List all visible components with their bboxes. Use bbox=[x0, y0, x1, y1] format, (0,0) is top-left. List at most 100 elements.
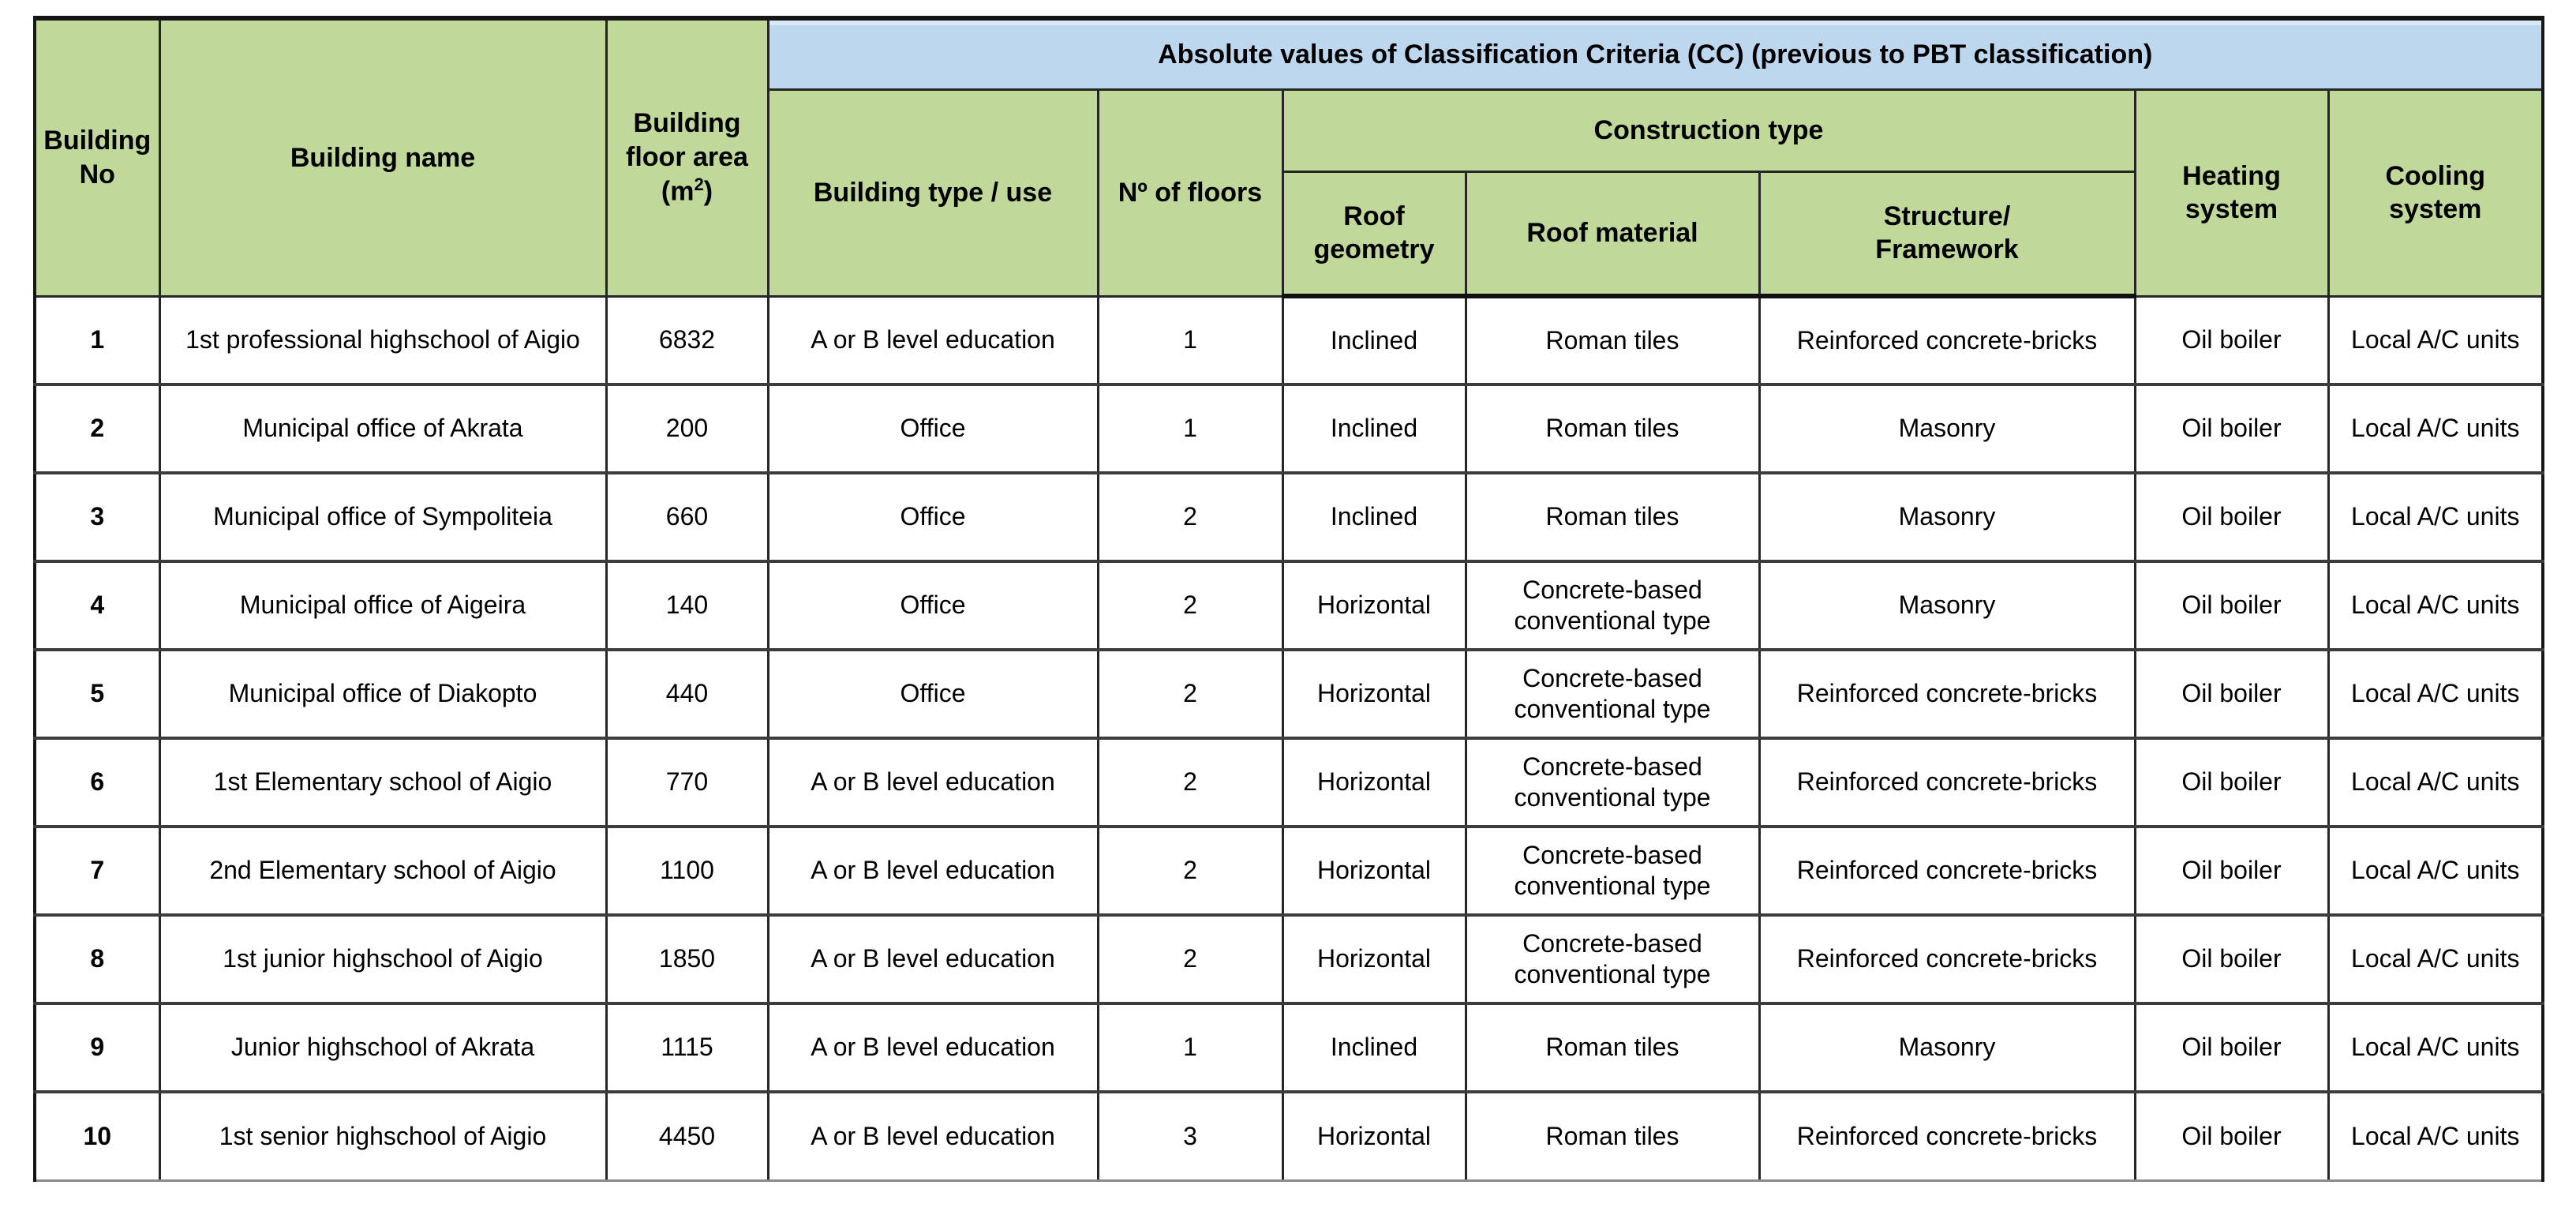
cell-floor-area: 1850 bbox=[605, 913, 769, 1005]
col-header-roof-geometry: Roof geometry bbox=[1281, 170, 1467, 298]
cell-floor-area: 140 bbox=[605, 560, 769, 651]
col-header-floor-area: Building floor area (m2) bbox=[605, 17, 769, 298]
cell-roof-geometry: Horizontal bbox=[1281, 913, 1467, 1005]
cell-num-floors: 1 bbox=[1096, 383, 1284, 474]
cell-building-name: 1st senior highschool of Aigio bbox=[158, 1090, 608, 1182]
cell-building-no: 1 bbox=[33, 294, 161, 386]
cell-roof-material: Roman tiles bbox=[1464, 1002, 1761, 1093]
cell-roof-geometry: Horizontal bbox=[1281, 560, 1467, 651]
table-row: 5 Municipal office of Diakopto 440 Office 2 H… bbox=[33, 648, 2544, 740]
col-header-floor-area-unit: (m2) bbox=[661, 174, 713, 207]
cell-heating-system: Oil boiler bbox=[2133, 560, 2330, 651]
header-row-subcolumns: Roof geometry Roof material Structure/ F… bbox=[35, 170, 2543, 298]
cell-floor-area: 440 bbox=[605, 648, 769, 740]
col-header-building-type: Building type / use bbox=[766, 88, 1099, 298]
col-header-roof-material: Roof material bbox=[1464, 170, 1761, 298]
cell-floor-area: 1100 bbox=[605, 825, 769, 917]
cell-structure-framework: Masonry bbox=[1758, 1002, 2136, 1093]
cell-roof-material: Roman tiles bbox=[1464, 1090, 1761, 1182]
col-header-building-name: Building name bbox=[158, 17, 608, 298]
cell-building-no: 5 bbox=[33, 648, 161, 740]
cell-num-floors: 2 bbox=[1096, 560, 1284, 651]
cell-floor-area: 660 bbox=[605, 471, 769, 563]
col-header-floor-area-label: Building floor area bbox=[626, 108, 748, 172]
col-header-building-type-label: Building type / use bbox=[813, 177, 1053, 208]
cell-building-no: 8 bbox=[33, 913, 161, 1005]
table-header: Building No Building name Building floor… bbox=[33, 17, 2544, 298]
cell-roof-geometry: Inclined bbox=[1281, 383, 1467, 474]
cell-building-name: 1st professional highschool of Aigio bbox=[158, 294, 608, 386]
table-row: 7 2nd Elementary school of Aigio 1100 A or … bbox=[33, 825, 2544, 917]
cell-heating-system: Oil boiler bbox=[2133, 294, 2330, 386]
cell-floor-area: 1115 bbox=[605, 1002, 769, 1093]
table-row: 1 1st professional highschool of Aigio 683… bbox=[33, 294, 2544, 386]
cell-num-floors: 2 bbox=[1096, 737, 1284, 828]
col-header-heating-system-label: Heating system bbox=[2182, 160, 2281, 225]
cell-roof-geometry: Horizontal bbox=[1281, 737, 1467, 828]
cell-building-type: Office bbox=[766, 383, 1099, 474]
cell-building-type: A or B level education bbox=[766, 1090, 1099, 1182]
col-header-structure-framework-label: Structure/ Framework bbox=[1875, 201, 2019, 265]
cell-roof-geometry: Inclined bbox=[1281, 1002, 1467, 1093]
cell-structure-framework: Reinforced concrete-bricks bbox=[1758, 648, 2136, 740]
cell-heating-system: Oil boiler bbox=[2133, 648, 2330, 740]
cell-roof-material: Concrete-based conventional type bbox=[1464, 648, 1761, 740]
cell-heating-system: Oil boiler bbox=[2133, 471, 2330, 563]
cell-heating-system: Oil boiler bbox=[2133, 1002, 2330, 1093]
cell-building-type: Office bbox=[766, 471, 1099, 563]
cell-roof-material: Concrete-based conventional type bbox=[1464, 560, 1761, 651]
cell-roof-geometry: Inclined bbox=[1281, 294, 1467, 386]
cell-building-name: Junior highschool of Akrata bbox=[158, 1002, 608, 1093]
buildings-classification-table: Building No Building name Building floor… bbox=[33, 16, 2544, 1182]
cell-building-type: A or B level education bbox=[766, 1002, 1099, 1093]
col-header-heating-system: Heating system bbox=[2133, 88, 2330, 298]
cell-floor-area: 770 bbox=[605, 737, 769, 828]
cell-building-type: Office bbox=[766, 560, 1099, 651]
cell-roof-material: Roman tiles bbox=[1464, 383, 1761, 474]
cell-num-floors: 1 bbox=[1096, 294, 1284, 386]
col-header-building-no-label: Building No bbox=[43, 126, 152, 189]
cell-floor-area: 200 bbox=[605, 383, 769, 474]
cell-cooling-system: Local A/C units bbox=[2327, 294, 2544, 386]
table-row: 3 Municipal office of Sympoliteia 660 Offic… bbox=[33, 471, 2544, 563]
cell-num-floors: 2 bbox=[1096, 648, 1284, 740]
cell-structure-framework: Reinforced concrete-bricks bbox=[1758, 737, 2136, 828]
cell-building-no: 2 bbox=[33, 383, 161, 474]
col-header-num-floors: Nº of floors bbox=[1096, 88, 1284, 298]
cell-cooling-system: Local A/C units bbox=[2327, 737, 2544, 828]
col-header-building-name-label: Building name bbox=[290, 142, 476, 173]
group-header-construction-type: Construction type bbox=[1281, 88, 2136, 173]
cell-num-floors: 2 bbox=[1096, 825, 1284, 917]
cell-structure-framework: Reinforced concrete-bricks bbox=[1758, 294, 2136, 386]
cell-building-name: Municipal office of Aigeira bbox=[158, 560, 608, 651]
cell-structure-framework: Reinforced concrete-bricks bbox=[1758, 913, 2136, 1005]
col-header-cooling-system: Cooling system bbox=[2327, 88, 2544, 298]
cell-building-no: 9 bbox=[33, 1002, 161, 1093]
cell-building-type: A or B level education bbox=[766, 737, 1099, 828]
cell-building-no: 10 bbox=[33, 1090, 161, 1182]
cell-heating-system: Oil boiler bbox=[2133, 383, 2330, 474]
cell-roof-geometry: Inclined bbox=[1281, 471, 1467, 563]
cell-structure-framework: Masonry bbox=[1758, 383, 2136, 474]
cell-roof-geometry: Horizontal bbox=[1281, 648, 1467, 740]
cell-building-name: 1st junior highschool of Aigio bbox=[158, 913, 608, 1005]
cell-cooling-system: Local A/C units bbox=[2327, 913, 2544, 1005]
cell-building-name: 1st Elementary school of Aigio bbox=[158, 737, 608, 828]
cell-roof-geometry: Horizontal bbox=[1281, 825, 1467, 917]
cell-structure-framework: Masonry bbox=[1758, 560, 2136, 651]
cell-building-type: A or B level education bbox=[766, 825, 1099, 917]
cell-building-no: 3 bbox=[33, 471, 161, 563]
group-header-construction-type-label: Construction type bbox=[1593, 114, 1824, 145]
cell-roof-material: Roman tiles bbox=[1464, 471, 1761, 563]
cell-building-no: 6 bbox=[33, 737, 161, 828]
cell-building-no: 4 bbox=[33, 560, 161, 651]
cell-building-no: 7 bbox=[33, 825, 161, 917]
cell-heating-system: Oil boiler bbox=[2133, 737, 2330, 828]
col-header-cooling-system-label: Cooling system bbox=[2385, 160, 2486, 225]
cell-building-type: A or B level education bbox=[766, 294, 1099, 386]
cell-structure-framework: Reinforced concrete-bricks bbox=[1758, 825, 2136, 917]
cell-num-floors: 1 bbox=[1096, 1002, 1284, 1093]
cell-roof-material: Concrete-based conventional type bbox=[1464, 913, 1761, 1005]
cc-banner-label: Absolute values of Classification Criter… bbox=[1158, 39, 2153, 69]
table-row: 4 Municipal office of Aigeira 140 Office 2 Ho… bbox=[33, 560, 2544, 651]
